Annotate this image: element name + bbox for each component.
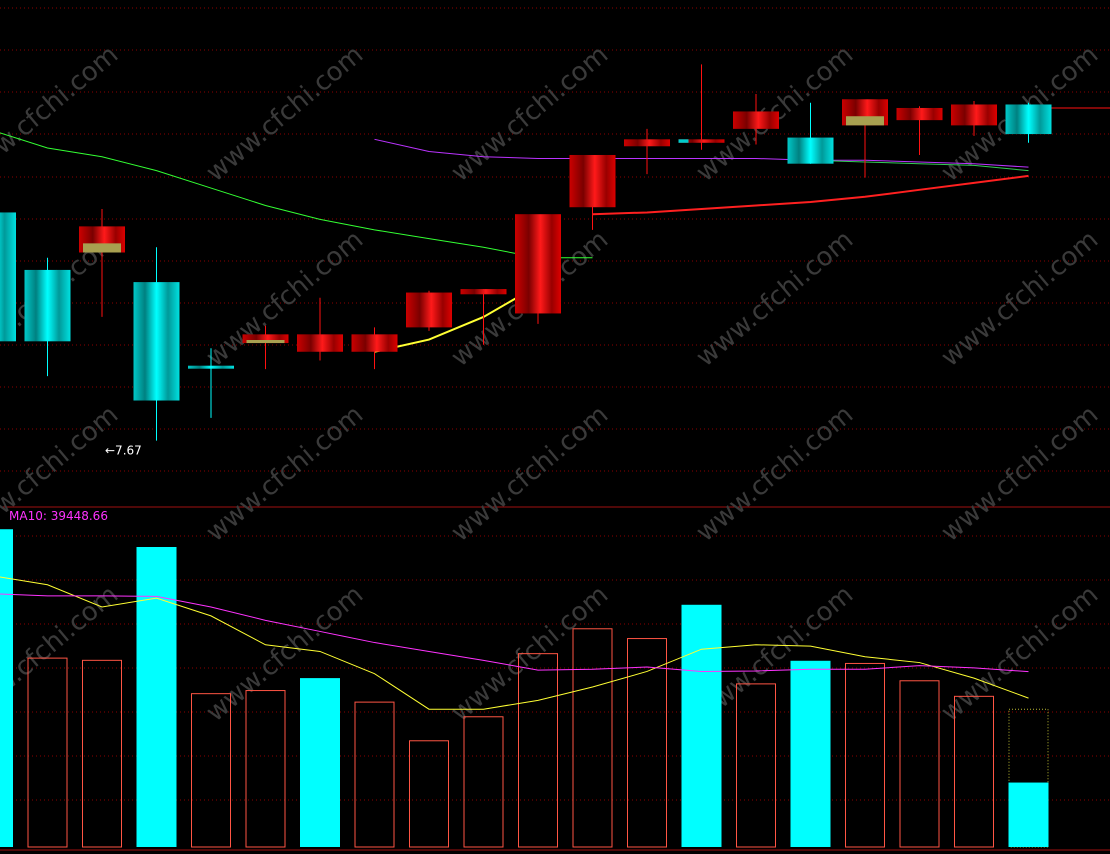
watermark-text: www.cfchi.com — [691, 400, 860, 548]
candle-body — [0, 212, 16, 342]
price-ma-line — [374, 284, 539, 353]
watermark-text: www.cfchi.com — [691, 225, 860, 373]
candle-body — [569, 154, 616, 208]
volume-bar — [899, 680, 940, 848]
watermark-text: www.cfchi.com — [0, 400, 124, 548]
watermark-text: www.cfchi.com — [201, 40, 370, 188]
watermark-text: www.cfchi.com — [201, 225, 370, 373]
volume-bar — [681, 604, 722, 847]
candle-body — [24, 269, 71, 342]
candle-body — [351, 334, 398, 352]
candle-body-shade — [246, 340, 285, 344]
candle-body — [787, 137, 834, 164]
volume-ma-line — [0, 593, 1029, 673]
volume-bar — [0, 529, 13, 847]
volume-bar — [736, 683, 776, 848]
low-price-marker: ←7.67 — [105, 444, 142, 458]
candle-body-shade — [83, 243, 121, 253]
volume-bar — [518, 653, 558, 848]
candle-body — [188, 365, 234, 369]
price-ma-line — [374, 138, 1029, 168]
candle-body — [515, 214, 561, 314]
watermark-text: www.cfchi.com — [936, 225, 1105, 373]
candle-body — [678, 139, 725, 143]
candle-body — [297, 334, 343, 352]
candle-body — [896, 107, 943, 121]
candle-body-shade — [846, 116, 884, 126]
watermark-text: www.cfchi.com — [0, 580, 124, 728]
candle-body-shade — [678, 139, 689, 143]
volume-bar — [136, 547, 177, 847]
volume-bar — [191, 693, 231, 848]
volume-bar — [354, 701, 395, 848]
candle-body — [733, 111, 779, 129]
volume-bar — [1008, 782, 1049, 847]
volume-bar — [245, 690, 286, 848]
volume-ma10-label: MA10: 39448.66 — [9, 509, 108, 523]
volume-bar — [27, 657, 68, 848]
price-ma-line — [0, 132, 593, 259]
candle-body — [242, 334, 289, 344]
price-panel — [0, 64, 1110, 441]
price-ma-line — [592, 174, 1029, 216]
candle-body — [406, 292, 452, 328]
watermark-text: www.cfchi.com — [936, 580, 1105, 728]
volume-bar — [845, 662, 885, 848]
watermark-text: www.cfchi.com — [0, 40, 124, 188]
candle-body — [951, 104, 997, 126]
volume-bar — [409, 740, 449, 848]
volume-bar — [954, 695, 994, 848]
volume-bar — [82, 659, 122, 848]
volume-bar — [300, 678, 340, 847]
candle-body — [133, 282, 180, 401]
volume-bar — [463, 716, 504, 848]
candle-body — [624, 139, 670, 147]
volume-bar — [790, 660, 831, 847]
price-ma-line — [810, 159, 1029, 172]
candle-body — [1005, 104, 1052, 135]
volume-bar — [627, 638, 667, 848]
watermark-text: www.cfchi.com — [446, 400, 615, 548]
volume-ma-line — [0, 576, 1029, 710]
volume-bar — [572, 628, 613, 848]
grid-lines — [0, 7, 1110, 851]
watermark-text: www.cfchi.com — [936, 400, 1105, 548]
volume-panel — [0, 529, 1049, 848]
watermark-text: www.cfchi.com — [201, 400, 370, 548]
candle-body — [460, 289, 507, 295]
